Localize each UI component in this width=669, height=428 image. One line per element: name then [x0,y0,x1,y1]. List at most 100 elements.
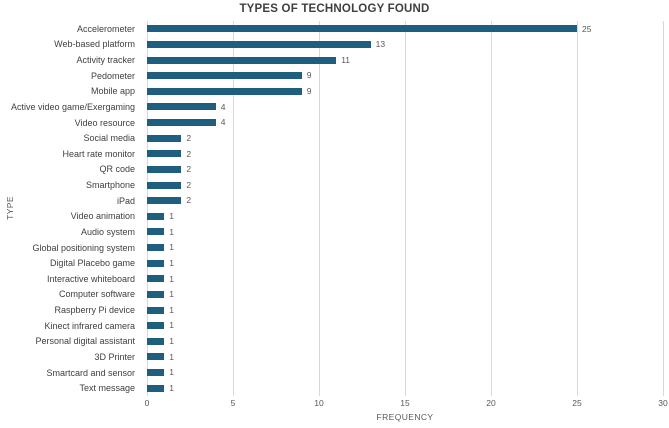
bar-row: 2 [147,162,663,178]
bar [147,259,165,267]
category-label: Text message [79,383,135,394]
bar-row: 1 [147,318,663,334]
bar [147,228,165,236]
bar-row: 1 [147,271,663,287]
bar [147,119,216,127]
bar-row: 4 [147,115,663,131]
category-label: Smartphone [85,180,135,191]
gridline [663,21,664,396]
value-label: 25 [582,23,592,34]
bar-row: 2 [147,177,663,193]
value-label: 11 [341,54,351,65]
bar [147,322,165,330]
value-label: 1 [169,351,174,362]
bar-row: 1 [147,240,663,256]
category-label: Video animation [70,211,135,222]
category-labels: Accelerometer Web-based platform Activity … [0,21,141,396]
x-tick-label: 30 [658,398,668,408]
category-label: Activity tracker [76,55,135,66]
bar [147,384,165,392]
value-label: 1 [169,273,174,284]
bar-row: 11 [147,52,663,68]
bar [147,25,577,33]
bar-row: 2 [147,146,663,162]
value-label: 2 [186,179,192,190]
x-tick-label: 5 [230,398,236,408]
bar-row: 1 [147,209,663,225]
gridline [405,21,406,396]
bar [147,369,165,377]
bar-row: 1 [147,287,663,303]
category-label: Mobile app [90,86,135,97]
category-label: Personal digital assistant [35,336,135,347]
category-label: Active video game/Exergaming [10,101,135,112]
bar-row: 1 [147,334,663,350]
category-label: Global positioning system [32,242,135,253]
x-tick-label: 0 [144,398,150,408]
category-label: Interactive whiteboard [46,273,135,284]
category-label: QR code [99,164,135,175]
plot-area: 25 13 11 9 9 4 4 2 2 2 2 2 1 1 1 1 1 1 1 1 1 1 1 1 [147,21,664,396]
value-label: 1 [169,242,174,253]
bar-row: 1 [147,365,663,381]
bar-row: 1 [147,380,663,396]
x-tick-labels: 0 5 10 15 20 25 30 [144,398,668,410]
category-label: Computer software [58,289,135,300]
bar-rows: 25 13 11 9 9 4 4 2 2 2 2 2 1 1 1 1 1 1 1 1 1 1 1 1 [147,21,663,396]
bar-row: 9 [147,84,663,100]
value-label: 4 [220,101,226,112]
chart-title: TYPES OF TECHNOLOGY FOUND [239,3,430,15]
gridline [577,21,578,396]
value-label: 9 [306,86,312,97]
bar-row: 2 [147,130,663,146]
bar [147,87,302,95]
bar [147,72,302,80]
value-label: 1 [169,226,174,237]
value-label: 1 [169,289,174,300]
category-label: Heart rate monitor [62,148,135,159]
bar [147,353,165,361]
x-tick-label: 15 [400,398,410,408]
value-label: 1 [169,336,174,347]
category-label: Video resource [74,117,135,128]
category-label: Pedometer [90,70,135,81]
bar [147,290,165,298]
value-label: 1 [169,382,174,393]
gridline [147,21,148,396]
value-label: 1 [169,367,174,378]
bar [147,197,182,205]
value-label: 1 [169,304,174,315]
bar-row: 4 [147,99,663,115]
value-label: 2 [186,148,192,159]
bar [147,56,337,64]
value-label: 13 [375,39,386,50]
category-label: iPad [116,195,135,206]
x-tick-label: 20 [486,398,496,408]
category-label: Smartcard and sensor [46,367,135,378]
gridline [233,21,234,396]
value-label: 2 [186,195,192,206]
value-label: 2 [186,132,192,143]
bar-row: 25 [147,21,663,37]
category-label: Raspberry Pi device [54,305,135,316]
bar [147,103,216,111]
bar [147,275,165,283]
bar-row: 1 [147,224,663,240]
bar-row: 1 [147,302,663,318]
bar [147,165,182,173]
gridline [319,21,320,396]
category-label: Kinect infrared camera [44,320,135,331]
category-label: Social media [83,133,135,144]
bar-row: 13 [147,37,663,53]
category-label: Accelerometer [76,23,135,34]
bar [147,181,182,189]
x-tick-label: 10 [314,398,324,408]
x-axis-title: FREQUENCY [376,412,434,422]
category-label: Web-based platform [54,39,135,50]
bar [147,306,165,314]
bar [147,134,182,142]
category-label: Audio system [80,226,135,237]
value-label: 1 [169,211,174,222]
bar [147,244,165,252]
